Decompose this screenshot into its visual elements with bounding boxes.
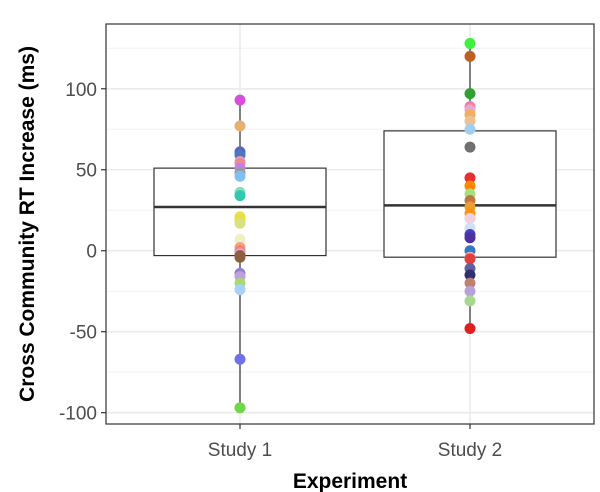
- data-point: [235, 252, 246, 263]
- y-tick-label: -50: [70, 323, 97, 344]
- y-tick-label: 100: [65, 80, 97, 101]
- y-tick-label: -100: [59, 404, 97, 425]
- data-point: [235, 121, 246, 132]
- data-point: [465, 253, 476, 264]
- data-point: [465, 232, 476, 243]
- data-point: [465, 142, 476, 153]
- data-point: [465, 323, 476, 334]
- data-point: [235, 95, 246, 106]
- y-tick-label: 50: [76, 161, 97, 182]
- y-axis-title: Cross Community RT Increase (ms): [16, 46, 39, 402]
- data-point: [235, 218, 246, 229]
- data-point: [235, 402, 246, 413]
- data-point: [465, 295, 476, 306]
- data-point: [465, 88, 476, 99]
- data-point: [235, 190, 246, 201]
- data-point: [235, 354, 246, 365]
- data-point: [465, 124, 476, 135]
- data-point: [465, 286, 476, 297]
- x-tick-label: Study 2: [438, 440, 502, 461]
- data-point: [235, 284, 246, 295]
- x-axis-title: Experiment: [293, 470, 407, 492]
- x-tick-label: Study 1: [208, 440, 272, 461]
- data-point: [465, 38, 476, 49]
- data-point: [465, 213, 476, 224]
- data-point: [235, 171, 246, 182]
- data-point: [465, 51, 476, 62]
- y-tick-label: 0: [86, 242, 97, 263]
